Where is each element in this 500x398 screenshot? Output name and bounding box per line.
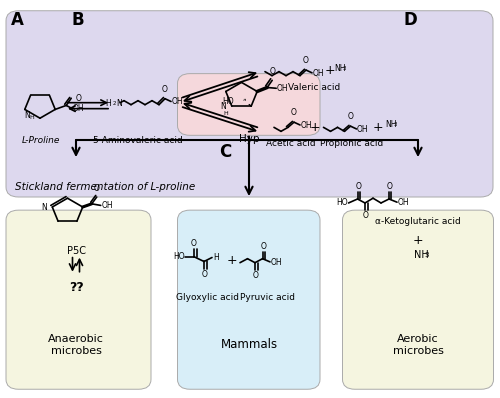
Text: +: + [310, 121, 320, 134]
Text: HO: HO [174, 252, 185, 261]
Text: HO: HO [222, 97, 234, 106]
Text: O: O [202, 270, 208, 279]
Text: Acetic acid: Acetic acid [266, 139, 316, 148]
Text: Glyoxylic acid: Glyoxylic acid [176, 293, 239, 302]
Text: ,,: ,, [243, 93, 248, 102]
Text: O: O [356, 182, 362, 191]
Text: Anaerobic
microbes: Anaerobic microbes [48, 334, 104, 356]
Text: α-Ketoglutaric acid: α-Ketoglutaric acid [375, 217, 461, 226]
FancyBboxPatch shape [6, 11, 493, 197]
Text: H: H [224, 111, 228, 116]
Text: D: D [403, 11, 417, 29]
Text: OH: OH [312, 69, 324, 78]
Text: NH: NH [334, 64, 345, 73]
Text: N: N [24, 111, 30, 121]
Text: OH: OH [172, 98, 183, 106]
Text: L-Proline: L-Proline [22, 136, 60, 145]
Text: Pyruvic acid: Pyruvic acid [240, 293, 295, 302]
Text: Hyp: Hyp [239, 134, 259, 144]
FancyBboxPatch shape [178, 210, 320, 389]
Text: H: H [29, 115, 34, 119]
Text: O: O [253, 271, 259, 280]
Text: O: O [270, 66, 275, 76]
Text: 5-Aminovaleric acid: 5-Aminovaleric acid [93, 136, 183, 145]
Text: 3: 3 [424, 252, 429, 258]
Text: N: N [116, 100, 122, 108]
Text: ??: ?? [68, 281, 84, 295]
Text: OH: OH [300, 121, 312, 130]
Text: O: O [261, 242, 267, 251]
Text: H: H [213, 253, 219, 261]
Text: O: O [94, 183, 100, 193]
Text: OH: OH [276, 84, 288, 93]
Text: P5C: P5C [66, 246, 86, 256]
Text: A: A [11, 11, 24, 29]
Text: O: O [348, 112, 354, 121]
Text: Aerobic
microbes: Aerobic microbes [392, 334, 444, 356]
Text: N: N [220, 102, 226, 111]
Text: 3: 3 [394, 122, 398, 127]
Text: C: C [219, 143, 231, 162]
Text: +: + [226, 254, 237, 267]
Text: 3: 3 [343, 66, 346, 71]
Text: Propionic acid: Propionic acid [320, 139, 383, 148]
Text: O: O [303, 56, 309, 65]
Text: +: + [372, 121, 383, 134]
Text: H: H [105, 100, 111, 108]
Text: B: B [71, 11, 84, 29]
Text: Stickland fermentation of L-proline: Stickland fermentation of L-proline [15, 182, 195, 192]
Text: Mammals: Mammals [220, 338, 278, 351]
Text: N: N [42, 203, 48, 211]
Text: OH: OH [271, 258, 282, 267]
FancyBboxPatch shape [6, 210, 151, 389]
Text: O: O [191, 239, 197, 248]
Text: O: O [363, 211, 369, 220]
FancyBboxPatch shape [342, 210, 494, 389]
Text: 2: 2 [113, 101, 116, 106]
FancyBboxPatch shape [178, 74, 320, 135]
Text: OH: OH [72, 104, 85, 113]
Text: O: O [387, 182, 393, 191]
Text: Valeric acid: Valeric acid [288, 83, 340, 92]
Text: OH: OH [357, 125, 368, 134]
Text: O: O [75, 94, 81, 103]
Text: O: O [162, 85, 168, 94]
Text: OH: OH [101, 201, 113, 210]
Text: HO: HO [336, 199, 347, 207]
Text: O: O [291, 108, 297, 117]
Text: NH: NH [414, 250, 429, 260]
Text: +: + [325, 64, 336, 77]
Text: NH: NH [385, 121, 396, 129]
Text: OH: OH [398, 198, 409, 207]
Text: +: + [412, 234, 424, 247]
